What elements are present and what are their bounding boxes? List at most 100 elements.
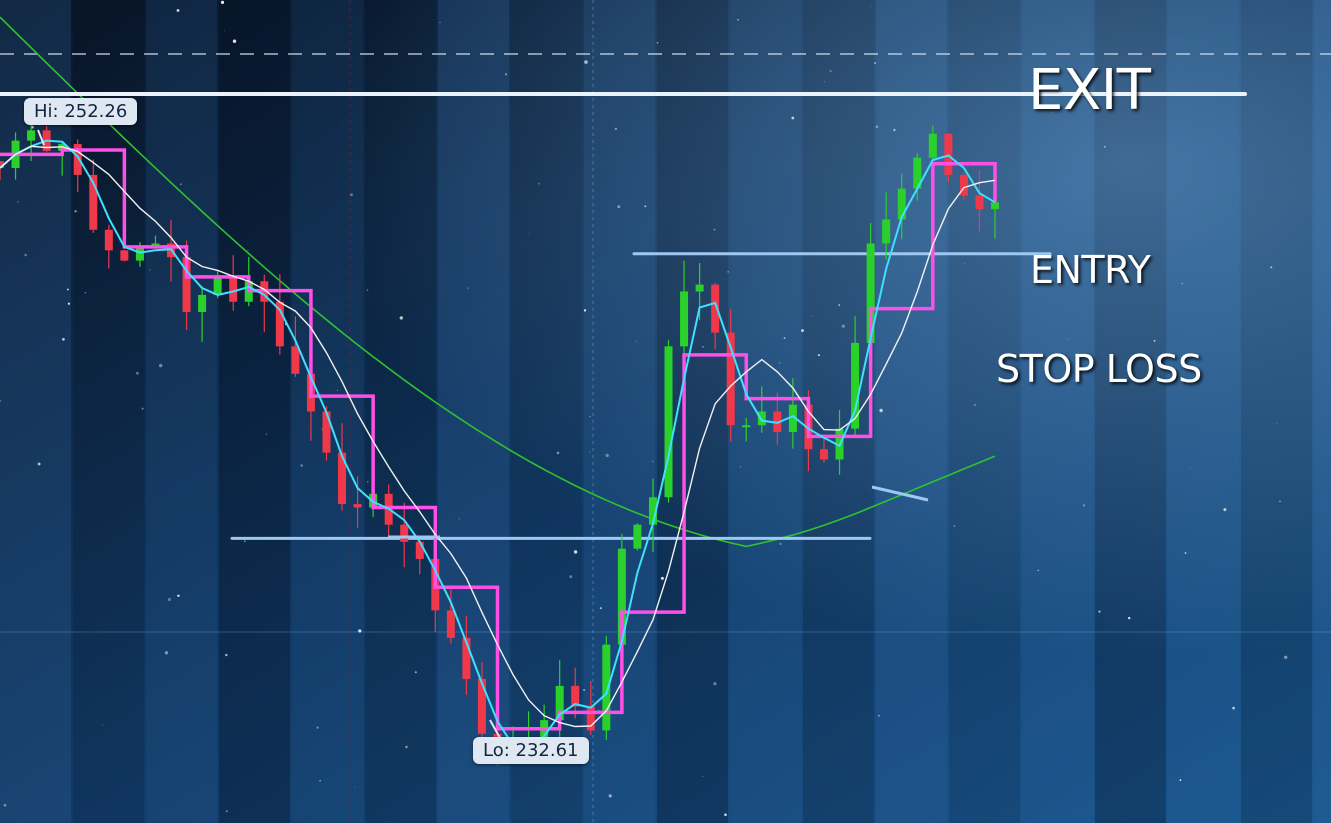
candle-body bbox=[27, 130, 36, 141]
candle-body bbox=[89, 174, 98, 230]
star bbox=[1179, 779, 1182, 782]
star bbox=[180, 183, 182, 186]
star bbox=[617, 205, 621, 209]
candle-body bbox=[617, 548, 626, 645]
star bbox=[556, 451, 560, 455]
star bbox=[458, 518, 460, 520]
star bbox=[740, 466, 742, 468]
candle-body bbox=[400, 524, 409, 542]
star bbox=[656, 42, 659, 44]
star bbox=[538, 182, 540, 185]
star bbox=[37, 462, 41, 466]
long-moving-average bbox=[0, 16, 996, 548]
star bbox=[350, 193, 353, 197]
star bbox=[824, 81, 826, 83]
candle-body bbox=[291, 346, 300, 374]
candle-body bbox=[0, 161, 4, 169]
star bbox=[724, 813, 727, 816]
star bbox=[893, 128, 896, 132]
star bbox=[953, 525, 956, 527]
star bbox=[614, 127, 618, 130]
star bbox=[599, 607, 602, 609]
star bbox=[1270, 266, 1273, 269]
star bbox=[1276, 423, 1278, 424]
candle-body bbox=[664, 346, 673, 498]
candle-body bbox=[975, 195, 984, 210]
star bbox=[737, 18, 739, 21]
star bbox=[589, 451, 591, 453]
candle-body bbox=[353, 504, 362, 508]
candle-body bbox=[120, 250, 129, 261]
star bbox=[176, 9, 180, 12]
star bbox=[62, 337, 65, 341]
star bbox=[878, 715, 880, 717]
star bbox=[713, 682, 717, 686]
candle-body bbox=[322, 411, 331, 453]
candle-body bbox=[680, 291, 689, 347]
candle-body bbox=[104, 229, 113, 251]
high-callout-pointer bbox=[37, 129, 45, 146]
candle-body bbox=[73, 144, 82, 175]
star bbox=[1082, 504, 1086, 507]
candle-body bbox=[446, 610, 455, 638]
candle-body bbox=[944, 133, 953, 175]
star bbox=[17, 201, 19, 203]
star bbox=[1279, 500, 1281, 503]
star bbox=[1232, 706, 1235, 710]
star bbox=[1223, 508, 1227, 512]
star bbox=[584, 60, 588, 64]
star bbox=[244, 540, 246, 542]
low-callout-pointer bbox=[489, 719, 501, 739]
star bbox=[1128, 616, 1131, 620]
star bbox=[879, 408, 883, 413]
star bbox=[811, 315, 813, 317]
candle-body bbox=[229, 277, 238, 302]
level-tick bbox=[871, 485, 929, 502]
star bbox=[164, 651, 169, 655]
candle-body bbox=[991, 202, 999, 210]
star bbox=[1181, 282, 1184, 285]
star bbox=[583, 309, 587, 312]
candle-body bbox=[928, 133, 937, 158]
star bbox=[528, 233, 530, 235]
star bbox=[644, 205, 647, 208]
star bbox=[1037, 569, 1040, 572]
star bbox=[791, 116, 795, 120]
star bbox=[605, 453, 609, 458]
star bbox=[224, 30, 225, 32]
star bbox=[102, 724, 104, 726]
star bbox=[1051, 111, 1053, 114]
star bbox=[225, 653, 228, 657]
star bbox=[838, 304, 840, 306]
candle-body bbox=[571, 685, 580, 707]
candle-body bbox=[338, 452, 347, 505]
star bbox=[569, 575, 573, 579]
star bbox=[583, 689, 586, 691]
star bbox=[702, 346, 704, 348]
candle-body bbox=[555, 685, 564, 721]
candle-body bbox=[742, 425, 751, 428]
star bbox=[779, 362, 781, 364]
star bbox=[1098, 610, 1101, 613]
star bbox=[405, 745, 408, 749]
candle-body bbox=[415, 541, 424, 559]
candle-body bbox=[586, 706, 595, 731]
star bbox=[1184, 552, 1187, 554]
candle-body bbox=[866, 243, 875, 343]
star bbox=[149, 269, 151, 271]
star bbox=[713, 228, 716, 231]
star bbox=[573, 550, 578, 554]
candle-body bbox=[788, 404, 797, 433]
star bbox=[319, 780, 321, 782]
star bbox=[1189, 467, 1191, 469]
star bbox=[608, 794, 612, 798]
candle-body bbox=[462, 637, 471, 679]
star bbox=[817, 354, 820, 357]
star bbox=[354, 786, 356, 788]
star bbox=[316, 726, 319, 729]
star bbox=[589, 416, 591, 418]
star bbox=[337, 389, 338, 391]
star bbox=[727, 271, 729, 273]
star bbox=[247, 249, 249, 251]
